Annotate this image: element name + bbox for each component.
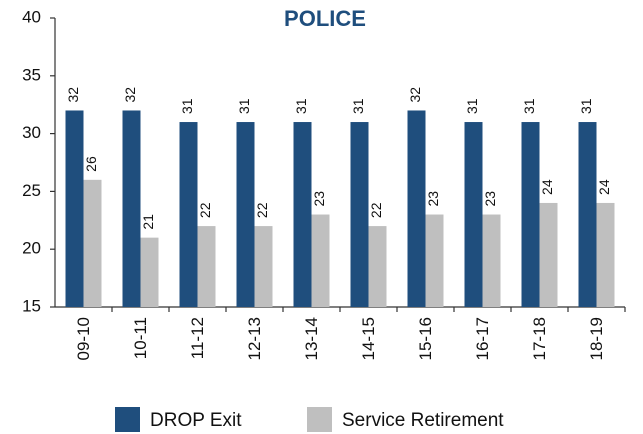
bar <box>596 202 615 307</box>
bar <box>140 237 159 307</box>
data-label: 31 <box>236 98 252 114</box>
bar <box>311 214 330 307</box>
chart-title: POLICE <box>284 6 366 31</box>
data-label: 24 <box>596 179 612 195</box>
data-label: 31 <box>350 98 366 114</box>
y-tick-label: 25 <box>22 181 41 200</box>
legend-label: DROP Exit <box>150 410 242 431</box>
data-label: 31 <box>521 98 537 114</box>
data-label: 21 <box>140 214 156 230</box>
bar <box>578 122 597 307</box>
y-tick-label: 35 <box>22 65 41 84</box>
bar <box>122 110 141 307</box>
data-label: 31 <box>464 98 480 114</box>
x-tick-label: 10-11 <box>131 317 150 359</box>
bar <box>83 179 102 307</box>
bar <box>65 110 84 307</box>
x-tick-label: 15-16 <box>416 317 435 360</box>
legend-swatch <box>307 407 332 432</box>
x-tick-label: 11-12 <box>188 317 207 359</box>
bar <box>293 122 312 307</box>
bar <box>482 214 501 307</box>
data-label: 23 <box>311 191 327 207</box>
bar <box>368 226 387 307</box>
x-tick-label: 13-14 <box>302 317 321 360</box>
bar <box>236 122 255 307</box>
bar <box>179 122 198 307</box>
y-tick-label: 15 <box>22 296 41 315</box>
data-label: 32 <box>65 87 81 103</box>
data-label: 31 <box>293 98 309 114</box>
bar <box>539 202 558 307</box>
data-label: 32 <box>122 87 138 103</box>
legend-swatch <box>115 407 140 432</box>
y-tick-label: 20 <box>22 239 41 258</box>
data-label: 22 <box>254 202 270 218</box>
bar <box>350 122 369 307</box>
data-label: 24 <box>539 179 555 195</box>
y-tick-label: 40 <box>22 7 41 26</box>
bar <box>425 214 444 307</box>
data-label: 22 <box>197 202 213 218</box>
data-label: 31 <box>578 98 594 114</box>
y-tick-label: 30 <box>22 123 41 142</box>
x-tick-label: 18-19 <box>587 317 606 360</box>
bar <box>254 226 273 307</box>
data-label: 32 <box>407 87 423 103</box>
data-label: 23 <box>425 191 441 207</box>
legend-label: Service Retirement <box>342 410 504 431</box>
data-label: 22 <box>368 202 384 218</box>
x-tick-label: 09-10 <box>74 317 93 360</box>
x-tick-label: 14-15 <box>359 317 378 360</box>
x-tick-label: 17-18 <box>530 317 549 360</box>
bar <box>464 122 483 307</box>
data-label: 23 <box>482 191 498 207</box>
data-label: 26 <box>83 156 99 172</box>
data-label: 31 <box>179 98 195 114</box>
bar <box>407 110 426 307</box>
x-tick-label: 12-13 <box>245 317 264 360</box>
bar <box>521 122 540 307</box>
x-tick-label: 16-17 <box>473 317 492 360</box>
bar <box>197 226 216 307</box>
